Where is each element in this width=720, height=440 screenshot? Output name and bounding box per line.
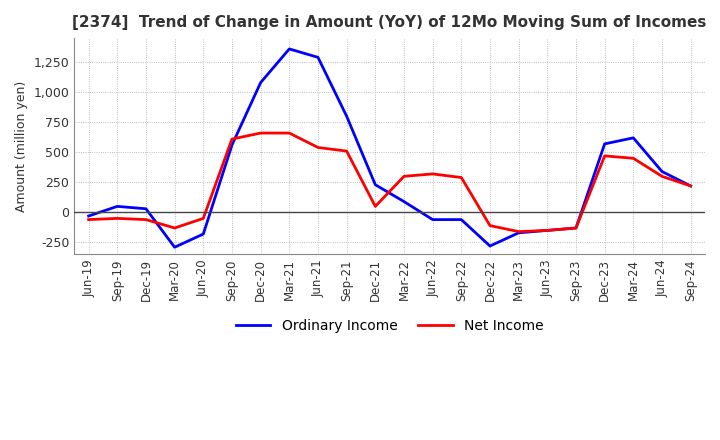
Ordinary Income [113, 204, 122, 209]
Net Income [84, 217, 93, 222]
Net Income [256, 130, 265, 136]
Ordinary Income [342, 114, 351, 119]
Ordinary Income [314, 55, 323, 60]
Net Income [457, 175, 466, 180]
Ordinary Income [228, 143, 236, 148]
Net Income [285, 130, 294, 136]
Ordinary Income [629, 135, 638, 140]
Ordinary Income [199, 231, 207, 237]
Line: Net Income: Net Income [89, 133, 690, 231]
Legend: Ordinary Income, Net Income: Ordinary Income, Net Income [230, 313, 549, 338]
Ordinary Income [686, 183, 695, 189]
Net Income [371, 204, 379, 209]
Net Income [400, 174, 408, 179]
Net Income [543, 228, 552, 233]
Net Income [171, 225, 179, 231]
Net Income [314, 145, 323, 150]
Net Income [514, 229, 523, 234]
Ordinary Income [400, 199, 408, 204]
Ordinary Income [543, 228, 552, 233]
Net Income [600, 153, 609, 158]
Ordinary Income [371, 182, 379, 187]
Net Income [342, 148, 351, 154]
Line: Ordinary Income: Ordinary Income [89, 49, 690, 247]
Ordinary Income [657, 169, 666, 174]
Ordinary Income [514, 230, 523, 235]
Ordinary Income [84, 213, 93, 219]
Ordinary Income [256, 80, 265, 85]
Ordinary Income [600, 141, 609, 147]
Ordinary Income [486, 243, 495, 249]
Net Income [629, 156, 638, 161]
Net Income [657, 174, 666, 179]
Ordinary Income [428, 217, 437, 222]
Ordinary Income [457, 217, 466, 222]
Net Income [486, 223, 495, 228]
Net Income [113, 216, 122, 221]
Net Income [572, 225, 580, 231]
Title: [2374]  Trend of Change in Amount (YoY) of 12Mo Moving Sum of Incomes: [2374] Trend of Change in Amount (YoY) o… [73, 15, 707, 30]
Net Income [428, 171, 437, 176]
Ordinary Income [572, 225, 580, 231]
Ordinary Income [285, 46, 294, 51]
Net Income [199, 216, 207, 221]
Net Income [686, 183, 695, 189]
Ordinary Income [171, 245, 179, 250]
Net Income [228, 136, 236, 142]
Net Income [142, 217, 150, 222]
Ordinary Income [142, 206, 150, 211]
Y-axis label: Amount (million yen): Amount (million yen) [15, 81, 28, 212]
